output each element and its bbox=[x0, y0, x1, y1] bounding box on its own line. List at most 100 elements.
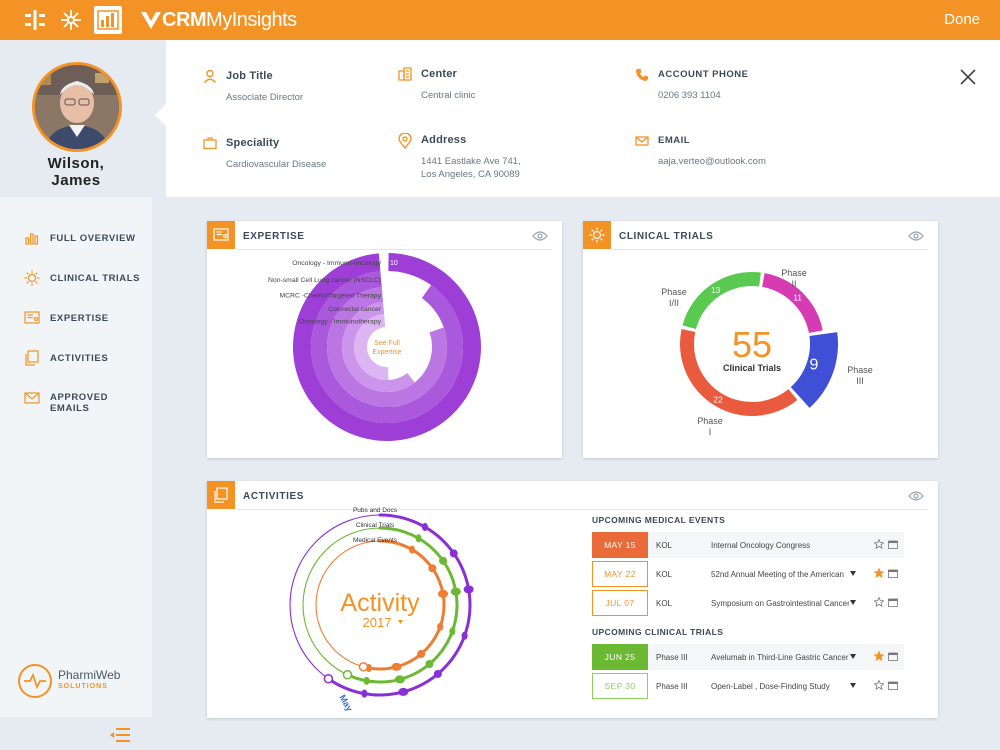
pharmiweb-logo: PharmiWeb SOLUTIONS bbox=[18, 664, 120, 698]
eye-icon[interactable] bbox=[532, 229, 548, 241]
expertise-ring-value: 6 bbox=[390, 306, 394, 313]
medical-event-row[interactable]: JUL 07 KOL Symposium on Gastrointestinal C… bbox=[592, 590, 904, 616]
event-type: KOL bbox=[656, 541, 673, 550]
split-view-icon[interactable] bbox=[22, 7, 48, 33]
calendar-icon[interactable] bbox=[888, 569, 898, 578]
see-full-expertise-link[interactable]: Expertise bbox=[372, 349, 401, 356]
expand-chevron-down-icon[interactable] bbox=[850, 654, 856, 659]
event-type: Phase III bbox=[656, 682, 688, 691]
activity-current-marker[interactable] bbox=[323, 673, 334, 684]
collapse-menu-icon[interactable] bbox=[110, 728, 130, 742]
envelope-icon bbox=[24, 390, 40, 406]
favorite-star-icon[interactable] bbox=[873, 650, 885, 662]
activity-event-marker[interactable] bbox=[438, 589, 449, 598]
expertise-chart[interactable]: Oncology - Immuno-oncology 10 Non-small Ce… bbox=[207, 221, 562, 458]
done-button[interactable]: Done bbox=[944, 11, 980, 28]
phone-icon[interactable] bbox=[635, 68, 649, 82]
activity-event-marker[interactable] bbox=[461, 631, 468, 640]
activity-current-marker[interactable] bbox=[358, 662, 369, 672]
email-value[interactable]: aaja.verteo@outlook.com bbox=[658, 156, 766, 167]
event-name: Avelumab in Third-Line Gastric Cancer bbox=[711, 653, 849, 662]
upcoming-events-panel: UPCOMING MEDICAL EVENTS MAY 15 KOL Interna… bbox=[592, 515, 912, 715]
activity-year-selector[interactable]: 2017 bbox=[363, 615, 392, 630]
job-title-value: Associate Director bbox=[226, 92, 304, 103]
calendar-icon[interactable] bbox=[888, 652, 898, 661]
activity-event-marker[interactable] bbox=[422, 523, 428, 532]
phase-segment[interactable] bbox=[762, 273, 823, 334]
activity-event-marker[interactable] bbox=[463, 585, 474, 594]
sidebar-item-label: APPROVED EMAILS bbox=[50, 392, 109, 414]
network-icon[interactable] bbox=[58, 7, 84, 33]
expertise-ring-label: MCRC -Chemo/Targeted Therapy bbox=[280, 293, 382, 300]
activity-event-marker[interactable] bbox=[361, 689, 368, 698]
certificate-icon bbox=[207, 221, 235, 249]
see-full-expertise-link[interactable]: See Full bbox=[374, 340, 400, 347]
activity-ring-label: Medical Events bbox=[353, 537, 398, 544]
favorite-star-icon[interactable] bbox=[873, 596, 885, 608]
activity-event-marker[interactable] bbox=[439, 556, 448, 565]
activity-event-marker[interactable] bbox=[449, 549, 458, 558]
expertise-ring-label: Colorectal cancer bbox=[328, 306, 382, 313]
calendar-icon[interactable] bbox=[888, 598, 898, 607]
activity-radial-chart[interactable]: Pubs and Docs Clinical Trials Medical Even… bbox=[267, 481, 567, 718]
year-dropdown-icon[interactable] bbox=[398, 620, 403, 624]
favorite-star-icon[interactable] bbox=[873, 679, 885, 691]
activity-event-marker[interactable] bbox=[417, 650, 426, 659]
phase-count: 22 bbox=[713, 394, 723, 404]
brand-logo: CRM MyInsights bbox=[140, 7, 297, 33]
medical-event-row[interactable]: MAY 15 KOL Internal Oncology Congress bbox=[592, 532, 904, 558]
clinical-trial-row[interactable]: SEP 30 Phase III Open-Label , Dose-Finding… bbox=[592, 673, 904, 699]
calendar-icon[interactable] bbox=[888, 681, 898, 690]
phase-segment[interactable] bbox=[682, 272, 761, 329]
location-pin-icon bbox=[398, 132, 412, 150]
calendar-icon[interactable] bbox=[888, 540, 898, 549]
account-phone-value[interactable]: 0206 393 1104 bbox=[658, 90, 721, 101]
phase-segment[interactable] bbox=[790, 332, 838, 408]
clinical-trial-row[interactable]: JUN 25 Phase III Avelumab in Third-Line Ga… bbox=[592, 644, 904, 670]
event-date: SEP 30 bbox=[592, 673, 648, 699]
activity-event-marker[interactable] bbox=[391, 662, 402, 671]
insights-chart-icon[interactable] bbox=[94, 6, 122, 34]
eye-icon[interactable] bbox=[908, 229, 924, 241]
activity-current-marker[interactable] bbox=[342, 670, 353, 680]
phase-label: III bbox=[856, 376, 864, 386]
brand-suffix: MyInsights bbox=[206, 8, 297, 31]
current-month-label: May bbox=[337, 693, 354, 713]
phase-segment[interactable] bbox=[680, 329, 798, 416]
activity-event-marker[interactable] bbox=[398, 687, 409, 696]
event-date: MAY 15 bbox=[592, 532, 648, 558]
divider bbox=[613, 249, 928, 250]
speciality-value: Cardiovascular Disease bbox=[226, 159, 327, 170]
activity-event-marker[interactable] bbox=[425, 659, 434, 668]
medical-event-row[interactable]: MAY 22 KOL 52nd Annual Meeting of the Amer… bbox=[592, 561, 904, 587]
expertise-ring-value: 10 bbox=[390, 260, 398, 267]
logo-tagline: SOLUTIONS bbox=[58, 683, 108, 690]
medical-events-heading: UPCOMING MEDICAL EVENTS bbox=[592, 515, 726, 525]
activity-event-marker[interactable] bbox=[363, 676, 370, 685]
activity-event-marker[interactable] bbox=[437, 622, 444, 631]
address-label: Address bbox=[421, 134, 467, 146]
center-label: Center bbox=[421, 68, 458, 80]
eye-icon[interactable] bbox=[908, 489, 924, 501]
expand-chevron-down-icon[interactable] bbox=[850, 683, 856, 688]
close-icon[interactable] bbox=[958, 67, 978, 87]
expertise-ring-label: Oncology - Immuno-oncology bbox=[292, 260, 381, 267]
activity-event-marker[interactable] bbox=[394, 675, 405, 684]
job-title-label: Job Title bbox=[226, 70, 273, 82]
favorite-star-icon[interactable] bbox=[873, 538, 885, 550]
activity-event-marker[interactable] bbox=[450, 587, 461, 596]
speciality-label: Speciality bbox=[226, 137, 280, 149]
activity-event-marker[interactable] bbox=[409, 545, 415, 554]
expertise-ring[interactable] bbox=[342, 302, 415, 392]
activity-event-marker[interactable] bbox=[428, 564, 437, 573]
brand-prefix: CRM bbox=[162, 8, 207, 31]
activity-event-marker[interactable] bbox=[433, 669, 442, 678]
expertise-ring[interactable] bbox=[353, 314, 389, 380]
activity-event-marker[interactable] bbox=[449, 627, 456, 636]
activity-event-marker[interactable] bbox=[415, 534, 422, 543]
favorite-star-icon[interactable] bbox=[873, 567, 885, 579]
activity-arc[interactable] bbox=[326, 513, 472, 697]
expand-chevron-down-icon[interactable] bbox=[850, 571, 856, 576]
expand-chevron-down-icon[interactable] bbox=[850, 600, 856, 605]
